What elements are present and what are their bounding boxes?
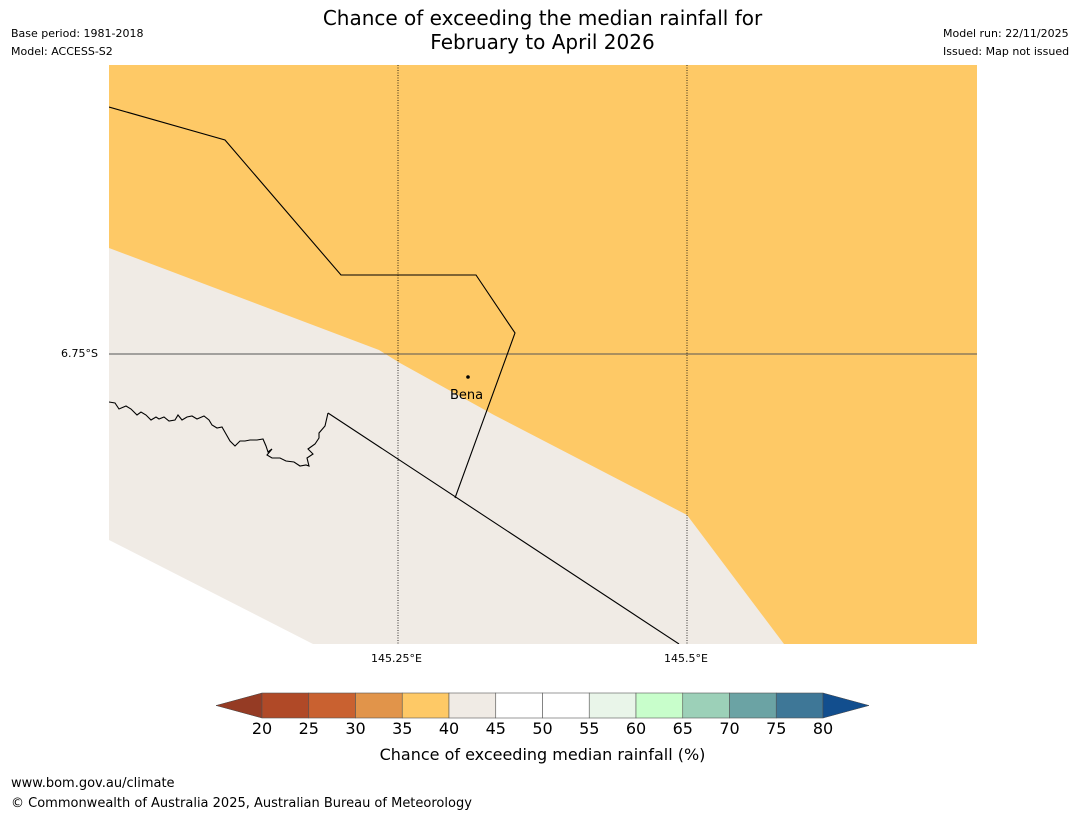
colorbar-tick-80: 80	[812, 719, 834, 738]
bena-marker	[466, 375, 470, 379]
colorbar-tick-50: 50	[532, 719, 553, 738]
colorbar-tick-70: 70	[719, 719, 740, 738]
colorbar-tick-55: 55	[579, 719, 600, 738]
colorbar-over-arrow	[822, 692, 870, 719]
colorbar-swatch-60-65	[635, 692, 684, 719]
map-region-40-45	[109, 248, 784, 644]
colorbar-swatch-35-40	[401, 692, 450, 719]
colorbar-swatch-70-75	[729, 692, 777, 719]
colorbar-swatch-20-25	[261, 692, 310, 719]
colorbar-tick-35: 35	[392, 719, 413, 738]
colorbar-swatch-40-45	[448, 692, 497, 719]
colorbar-tick-75: 75	[766, 719, 787, 738]
footer-copyright: © Commonwealth of Australia 2025, Austra…	[11, 796, 472, 811]
map-outside-region	[109, 540, 313, 644]
colorbar-swatch-75-80	[775, 692, 824, 719]
title-line-1: Chance of exceeding the median rainfall …	[322, 6, 763, 30]
latitude-label: 6.75°S	[61, 347, 98, 360]
colorbar-tick-40: 40	[438, 719, 460, 738]
colorbar-swatch-30-35	[355, 692, 403, 719]
issued-text: Issued: Map not issued	[943, 45, 1070, 58]
base-period-text: Base period: 1981-2018	[11, 27, 144, 40]
river-boundary	[109, 401, 329, 467]
colorbar-tick-25: 25	[298, 719, 319, 738]
model-run-text: Model run: 22/11/2025	[943, 27, 1069, 40]
colorbar: 20 25 30 35 40 45 50 55 60 65 70 75 80 Chance of exc…	[0, 690, 1085, 770]
model-text: Model: ACCESS-S2	[11, 45, 113, 58]
longitude-label-1: 145.25°E	[371, 652, 422, 665]
colorbar-under-arrow	[215, 692, 263, 719]
map-panel	[109, 65, 977, 644]
colorbar-swatch-25-30	[308, 692, 356, 719]
colorbar-swatch-65-70	[682, 692, 730, 719]
place-label-bena: Bena	[450, 388, 484, 403]
colorbar-swatch-55-60	[588, 692, 637, 719]
colorbar-tick-20: 20	[251, 719, 273, 738]
metadata-left: Base period: 1981-2018 Model: ACCESS-S2	[11, 25, 143, 61]
colorbar-swatch-50-55	[542, 692, 590, 719]
metadata-right: Model run: 22/11/2025 Issued: Map not is…	[943, 25, 1069, 61]
footer-url: www.bom.gov.au/climate	[11, 776, 175, 791]
province-boundary	[109, 106, 516, 499]
colorbar-title: Chance of exceeding median rainfall (%)	[379, 745, 706, 764]
colorbar-tick-60: 60	[625, 719, 647, 738]
colorbar-tick-30: 30	[345, 719, 366, 738]
province-boundary-southeast	[327, 412, 680, 644]
colorbar-tick-65: 65	[672, 719, 693, 738]
colorbar-scale	[215, 692, 870, 719]
map-title: Chance of exceeding the median rainfall …	[0, 6, 1085, 54]
colorbar-tick-45: 45	[485, 719, 506, 738]
longitude-label-2: 145.5°E	[664, 652, 708, 665]
title-line-2: February to April 2026	[430, 30, 655, 54]
colorbar-swatch-45-50	[495, 692, 543, 719]
